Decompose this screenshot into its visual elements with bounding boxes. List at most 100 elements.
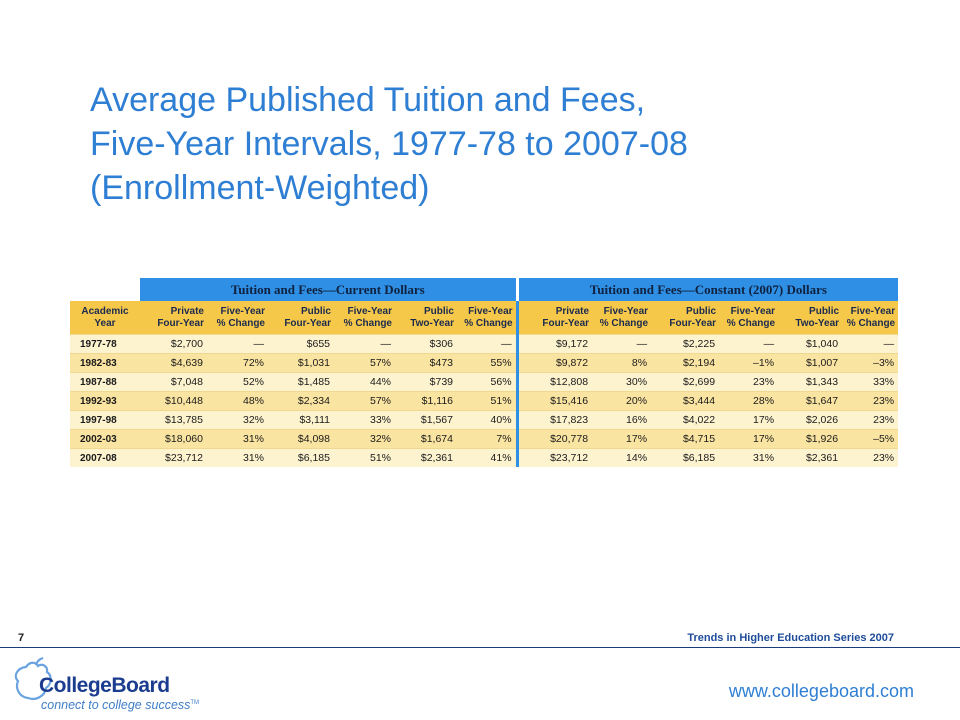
- table-cell: 32%: [207, 410, 268, 430]
- column-header-line: Two-Year: [410, 317, 454, 329]
- table-cell: $13,785: [140, 410, 207, 430]
- table-cell: 31%: [719, 448, 779, 467]
- column-header-2: Five-Year% Change: [207, 301, 268, 335]
- column-header-line: % Change: [846, 317, 896, 329]
- table-cell: $18,060: [140, 429, 207, 449]
- table-cell: 32%: [334, 429, 395, 449]
- column-header-line: Five-Year: [220, 305, 265, 317]
- table-cell: 57%: [334, 353, 395, 373]
- table-cell: —: [457, 334, 519, 354]
- acorn-logo-icon: [14, 657, 52, 700]
- table-cell: $4,715: [651, 429, 720, 449]
- academic-year-cell: 1987-88: [70, 372, 140, 392]
- academic-year-cell: 1977-78: [70, 334, 140, 354]
- column-header-10: Five-Year% Change: [719, 301, 779, 335]
- table-cell: $1,343: [778, 372, 843, 392]
- table-cell: 41%: [457, 448, 519, 467]
- table-cell: 51%: [334, 448, 395, 467]
- table-cell: 44%: [334, 372, 395, 392]
- table-cell: —: [842, 334, 899, 354]
- table-row: 1992-93 $10,448 48% $2,334 57% $1,116 51% $15,4…: [70, 391, 899, 411]
- table-cell: $6,185: [651, 448, 720, 467]
- table-cell: $10,448: [140, 391, 207, 411]
- column-header-line: Five-Year: [347, 305, 392, 317]
- table-cell: $4,639: [140, 353, 207, 373]
- table-cell: $2,194: [651, 353, 720, 373]
- column-header-line: Public: [686, 305, 717, 317]
- table-cell: 52%: [207, 372, 268, 392]
- table-cell: $1,674: [395, 429, 457, 449]
- table-cell: 17%: [592, 429, 652, 449]
- page-number: 7: [18, 632, 25, 644]
- table-cell: 72%: [207, 353, 268, 373]
- table-cell: —: [334, 334, 395, 354]
- footer-divider: [0, 647, 960, 648]
- column-header-line: Five-Year: [468, 305, 513, 317]
- column-header-1: Private Four-Year: [140, 301, 207, 335]
- table-cell: $2,225: [651, 334, 720, 354]
- table-cell: $1,031: [268, 353, 334, 373]
- table-cell: 30%: [592, 372, 652, 392]
- table-cell: 8%: [592, 353, 652, 373]
- column-header-11: Public Two-Year: [778, 301, 843, 335]
- table-row: 1987-88 $7,048 52% $1,485 44% $739 56% $12,808 3…: [70, 372, 899, 392]
- table-cell: 55%: [457, 353, 519, 373]
- table-cell: 56%: [457, 372, 519, 392]
- column-header-line: % Change: [599, 317, 649, 329]
- table-cell: —: [207, 334, 268, 354]
- table-cell: $1,007: [778, 353, 843, 373]
- table-cell: —: [719, 334, 779, 354]
- column-header-row: Academic Year Private Four-Year Five-Year% C…: [70, 301, 899, 335]
- column-header-3: Public Four-Year: [268, 301, 334, 335]
- table-cell: –5%: [842, 429, 899, 449]
- table-cell: $12,808: [517, 372, 593, 392]
- column-header-line: % Change: [343, 317, 392, 329]
- table-cell: $1,485: [268, 372, 334, 392]
- table-cell: 7%: [457, 429, 519, 449]
- table-cell: 14%: [592, 448, 652, 467]
- table-cell: $3,111: [268, 410, 334, 430]
- table-row: 2007-08 $23,712 31% $6,185 51% $2,361 41% $23,7…: [70, 448, 899, 467]
- table-cell: 48%: [207, 391, 268, 411]
- column-header-line: Private: [170, 305, 204, 317]
- table-cell: 57%: [334, 391, 395, 411]
- logo-tagline-text: connect to college success: [41, 698, 191, 712]
- column-header-line: Five-Year: [730, 305, 776, 317]
- column-header-line: % Change: [726, 317, 776, 329]
- group-header-row: Tuition and Fees—Current Dollars Tuition…: [70, 278, 899, 301]
- table-cell: $1,116: [395, 391, 457, 411]
- table-cell: $20,778: [517, 429, 593, 449]
- column-header-6: Five-Year% Change: [457, 301, 519, 335]
- table-cell: $2,361: [778, 448, 843, 467]
- column-header-line: Public: [300, 305, 331, 317]
- table-cell: $1,040: [778, 334, 843, 354]
- title-line-3: (Enrollment-Weighted): [90, 169, 430, 207]
- table-cell: 31%: [207, 429, 268, 449]
- table-cell: $7,048: [140, 372, 207, 392]
- table-cell: —: [592, 334, 652, 354]
- table-cell: 33%: [334, 410, 395, 430]
- table-cell: $2,700: [140, 334, 207, 354]
- academic-year-cell: 1997-98: [70, 410, 140, 430]
- series-label: Trends in Higher Education Series 2007: [687, 632, 894, 644]
- column-header-line: Two-Year: [795, 317, 840, 329]
- table-row: 1982-83 $4,639 72% $1,031 57% $473 55% $9,872 8%…: [70, 353, 899, 373]
- table-cell: 51%: [457, 391, 519, 411]
- column-header-4: Five-Year% Change: [334, 301, 395, 335]
- table-cell: $2,334: [268, 391, 334, 411]
- table-cell: $739: [395, 372, 457, 392]
- column-header-line: % Change: [216, 317, 265, 329]
- table-cell: –3%: [842, 353, 899, 373]
- table-cell: $2,699: [651, 372, 720, 392]
- academic-year-cell: 1992-93: [70, 391, 140, 411]
- table-cell: 17%: [719, 410, 779, 430]
- slide-title: Average Published Tuition and Fees, Five…: [90, 78, 890, 210]
- column-header-line: Public: [809, 305, 840, 317]
- column-header-8: Five-Year% Change: [592, 301, 652, 335]
- column-header-line: Four-Year: [157, 317, 204, 329]
- table-cell: 23%: [842, 410, 899, 430]
- column-header-0: Academic Year: [70, 301, 140, 335]
- table-cell: $17,823: [517, 410, 593, 430]
- column-header-line: Four-Year: [284, 317, 331, 329]
- table-cell: 23%: [719, 372, 779, 392]
